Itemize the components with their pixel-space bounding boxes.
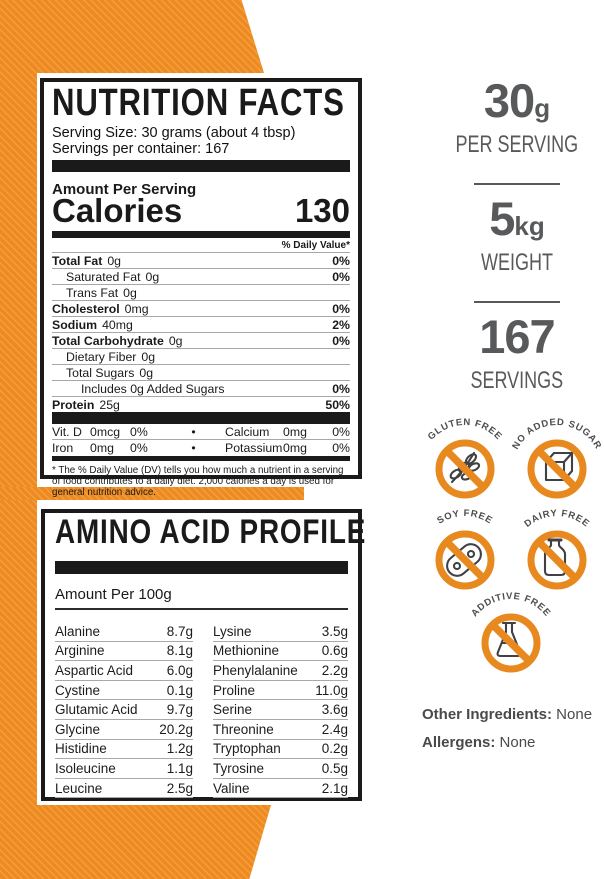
svg-text:DAIRY FREE: DAIRY FREE — [522, 508, 591, 530]
stat-servings: 167 SERVINGS — [427, 310, 604, 394]
amino-acid-row: Arginine 8.1g — [55, 642, 193, 662]
amino-acid-table: Alanine 8.7g Arginine 8.1g Aspartic Acid 6.… — [55, 622, 348, 799]
product-stats-column: 30g PER SERVING 5kg WEIGHT 167 SERVINGS — [427, 74, 604, 394]
other-ingredients-line: Other Ingredients: None — [422, 706, 592, 724]
amino-acid-row: Tyrosine 0.5g — [213, 759, 348, 779]
additive-free-badge: ADDITIVE FREE — [469, 591, 552, 673]
stat-weight: 5kg WEIGHT — [427, 192, 604, 276]
nutrient-row: Trans Fat 0g — [52, 284, 350, 300]
amino-acid-row: Proline 11.0g — [213, 681, 348, 701]
servings-per-container-line: Servings per container: 167 — [52, 141, 230, 157]
amino-acid-row: Threonine 2.4g — [213, 720, 348, 740]
nutrient-row: Sodium 40mg 2% — [52, 316, 350, 332]
serving-size-line: Serving Size: 30 grams (about 4 tbsp) — [52, 125, 296, 141]
stat-per-serving: 30g PER SERVING — [427, 74, 604, 158]
amount-per-100g-label: Amount Per 100g — [55, 586, 172, 603]
stat-divider — [474, 183, 560, 185]
daily-value-header: % Daily Value* — [281, 240, 350, 251]
dairy-free-badge: DAIRY FREE — [522, 508, 591, 590]
micronutrient-row: Iron 0mg 0% • Potassium 0mg 0% — [52, 439, 350, 455]
amino-acid-row: Histidine 1.2g — [55, 740, 193, 760]
divider-bar — [55, 561, 348, 574]
nutrient-row: Total Sugars 0g — [52, 364, 350, 380]
amino-acid-profile-title: AMINO ACID PROFILE — [55, 513, 367, 551]
nutrient-row: Cholesterol 0mg 0% — [52, 300, 350, 316]
amino-acid-profile-panel: AMINO ACID PROFILE Amount Per 100g Alani… — [41, 509, 367, 801]
bullet-separator: • — [191, 440, 196, 455]
amino-acid-row: Phenylalanine 2.2g — [213, 661, 348, 681]
bullet-separator: • — [191, 424, 196, 439]
amino-acid-column-left: Alanine 8.7g Arginine 8.1g Aspartic Acid 6.… — [55, 622, 193, 799]
rule-line — [55, 608, 348, 610]
nutrition-facts-title: NUTRITION FACTS — [52, 82, 345, 124]
amino-acid-row: Lysine 3.5g — [213, 622, 348, 642]
orange-swoosh-left — [0, 0, 37, 879]
amino-acid-row: Aspartic Acid 6.0g — [55, 661, 193, 681]
per-serving-value: 30g — [483, 74, 551, 127]
nutrient-row: Saturated Fat 0g 0% — [52, 268, 350, 284]
amount-per-serving-label: Amount Per Serving — [52, 181, 197, 198]
allergens-value: None — [495, 734, 536, 751]
soy-free-badge: SOY FREE — [435, 508, 495, 590]
stat-divider — [474, 301, 560, 303]
amino-acid-row: Serine 3.6g — [213, 700, 348, 720]
nutrient-row: Dietary Fiber 0g — [52, 348, 350, 364]
amino-acid-row: Leucine 2.5g — [55, 779, 193, 799]
divider-bar — [52, 412, 350, 424]
amino-acid-row: Glutamic Acid 9.7g — [55, 700, 193, 720]
amino-acid-row: Isoleucine 1.1g — [55, 759, 193, 779]
amino-acid-row: Cystine 0.1g — [55, 681, 193, 701]
allergens-line: Allergens: None — [422, 734, 535, 752]
amino-acid-row: Tryptophan 0.2g — [213, 740, 348, 760]
no-added-sugar-badge: NO ADDED SUGAR — [510, 417, 603, 499]
amino-acid-row: Valine 2.1g — [213, 779, 348, 799]
nutrient-row: Includes 0g Added Sugars 0% — [52, 380, 350, 396]
svg-text:SOY FREE: SOY FREE — [435, 508, 494, 527]
calories-value: 130 — [294, 192, 350, 229]
divider-bar — [52, 456, 350, 461]
weight-label: WEIGHT — [481, 249, 553, 276]
amino-acid-row: Glycine 20.2g — [55, 720, 193, 740]
allergens-label: Allergens: — [422, 734, 496, 751]
other-ingredients-value: None — [552, 706, 593, 723]
nutrition-facts-panel: NUTRITION FACTS Serving Size: 30 grams (… — [40, 78, 362, 498]
per-serving-label: PER SERVING — [455, 131, 579, 158]
daily-value-footnote: * The % Daily Value (DV) tells you how m… — [52, 465, 344, 499]
nutrient-row: Total Fat 0g 0% — [52, 252, 350, 268]
divider-bar — [52, 231, 350, 238]
nutrient-row: Total Carbohydrate 0g 0% — [52, 332, 350, 348]
amino-acid-row: Methionine 0.6g — [213, 642, 348, 662]
orange-swoosh-bottom — [0, 805, 271, 879]
amino-acid-column-right: Lysine 3.5g Methionine 0.6g Phenylalanine 2… — [213, 622, 348, 799]
calories-label: Calories — [52, 192, 183, 229]
divider-bar — [52, 160, 350, 172]
orange-swoosh-middle — [0, 487, 304, 500]
svg-text:GLUTEN FREE: GLUTEN FREE — [426, 417, 504, 443]
servings-label: SERVINGS — [470, 367, 564, 394]
nutrient-row: Protein 25g 50% — [52, 396, 350, 412]
servings-value: 167 — [479, 310, 555, 363]
calories-row: Calories 130 — [52, 192, 350, 229]
other-ingredients-label: Other Ingredients: — [422, 706, 553, 723]
amino-acid-row: Alanine 8.7g — [55, 622, 193, 642]
gluten-free-badge: GLUTEN FREE — [426, 417, 504, 499]
weight-value: 5kg — [489, 192, 545, 245]
orange-swoosh-top — [0, 0, 264, 73]
micronutrient-row: Vit. D 0mcg 0% • Calcium 0mg 0% — [52, 424, 350, 439]
